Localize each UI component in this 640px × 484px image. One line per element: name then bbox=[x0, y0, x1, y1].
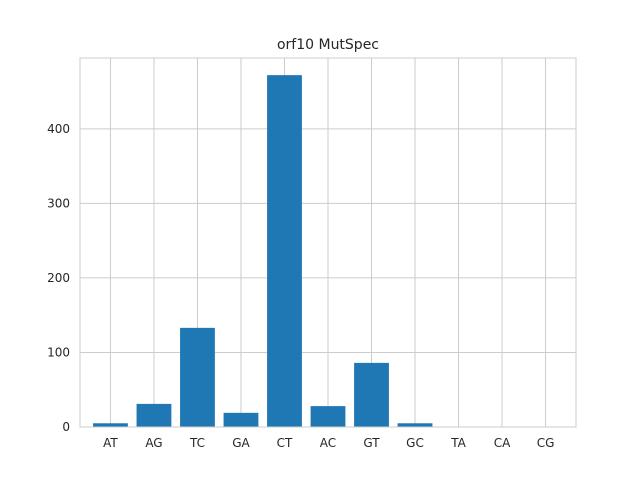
x-tick-label: AG bbox=[145, 436, 162, 450]
bar-gt bbox=[354, 362, 389, 427]
x-tick-label: CG bbox=[537, 436, 555, 450]
x-tick-label: TA bbox=[450, 436, 466, 450]
y-tick-label: 400 bbox=[47, 122, 70, 136]
y-tick-label: 300 bbox=[47, 196, 70, 210]
y-tick-label: 0 bbox=[62, 420, 70, 434]
grid-lines bbox=[80, 58, 576, 428]
x-tick-label: GT bbox=[363, 436, 380, 450]
x-tick-label: GA bbox=[232, 436, 250, 450]
chart-title: orf10 MutSpec bbox=[277, 37, 379, 53]
bar-gc bbox=[397, 423, 433, 427]
x-tick-label: AT bbox=[103, 436, 118, 450]
plot-frame bbox=[79, 57, 577, 428]
y-tick-label: 200 bbox=[47, 271, 70, 285]
x-tick-label: CT bbox=[277, 436, 293, 450]
bar-ga bbox=[223, 412, 259, 427]
bar-tc bbox=[180, 327, 215, 427]
x-tick-labels: AT AG TC GA CT AC GT GC TA CA CG bbox=[103, 436, 554, 450]
x-tick-label: AC bbox=[320, 436, 336, 450]
x-tick-label: TC bbox=[189, 436, 205, 450]
bars bbox=[93, 75, 433, 428]
x-tick-label: GC bbox=[406, 436, 424, 450]
bar-at bbox=[93, 423, 128, 427]
y-tick-label: 100 bbox=[47, 345, 70, 359]
bar-ag bbox=[136, 403, 172, 427]
x-tick-label: CA bbox=[494, 436, 511, 450]
bar-ac bbox=[310, 406, 346, 427]
y-tick-labels: 0 100 200 300 400 bbox=[47, 122, 70, 434]
bar-ct bbox=[267, 75, 302, 428]
